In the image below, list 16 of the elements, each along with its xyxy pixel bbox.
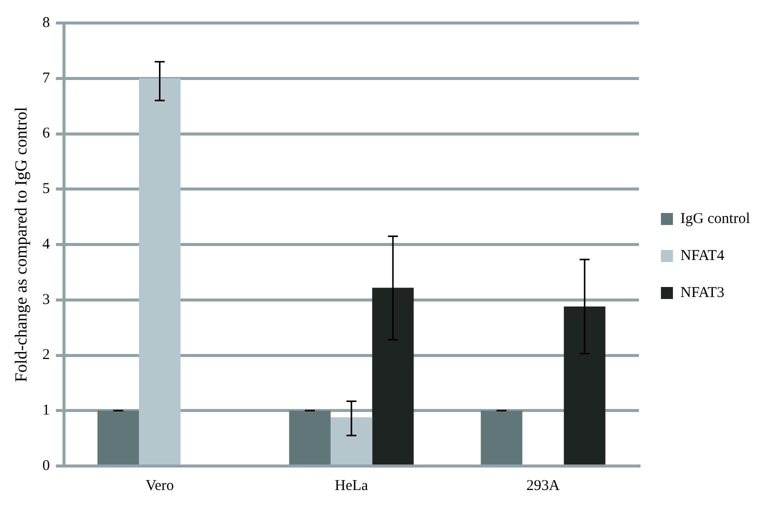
legend-label: NFAT4 [680, 248, 725, 264]
y-axis-title: Fold-change as compared to IgG control [12, 106, 31, 382]
y-tick-label: 6 [42, 126, 50, 142]
legend-label: NFAT3 [680, 284, 724, 301]
y-tick-label: 0 [42, 458, 50, 474]
legend-label: IgG control [680, 210, 750, 227]
y-tick-label: 2 [42, 347, 50, 364]
y-tick-label: 1 [42, 402, 50, 419]
y-tick-label: 8 [42, 14, 50, 31]
y-tick-label: 3 [42, 292, 50, 308]
y-tick-label: 7 [42, 70, 50, 86]
y-tick-label: 4 [42, 236, 50, 252]
y-tick-label: 5 [42, 181, 50, 198]
x-tick-label: HeLa [334, 478, 368, 494]
x-tick-label: Vero [146, 478, 174, 494]
x-tick-label: 293A [526, 478, 560, 494]
